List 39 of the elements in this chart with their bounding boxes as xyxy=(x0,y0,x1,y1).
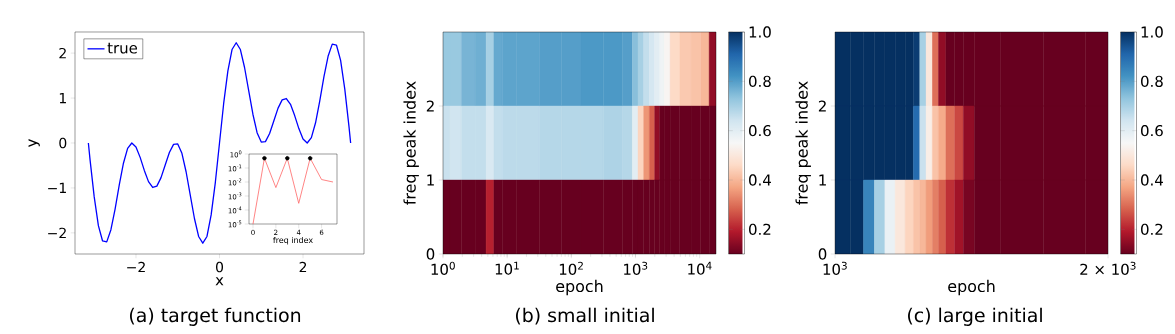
x-tick-label: 10$^{3}$ xyxy=(823,261,847,275)
y-tick-label: 1 xyxy=(427,174,434,186)
y-axis-title: freq peak index xyxy=(795,81,811,205)
y-axis-title: y xyxy=(28,139,40,147)
x-tick-label: 10$^{1}$ xyxy=(495,261,519,275)
y-tick-label: 1 xyxy=(59,92,66,104)
y-tick-label: 2 xyxy=(59,47,66,59)
x-tick-label: 10$^{2}$ xyxy=(559,261,583,275)
y-tick-label: 1 xyxy=(819,174,826,186)
color-bar-label: 0.4 xyxy=(1141,174,1163,186)
legend-label: true xyxy=(107,42,138,54)
text: (a) target function xyxy=(129,307,301,326)
color-bar-label: 0.6 xyxy=(1141,125,1163,137)
color-bar-label: 0.2 xyxy=(749,223,771,235)
x-axis-title: x xyxy=(215,277,224,286)
y-tick-label: −1 xyxy=(48,182,66,194)
y-tick-label: 2 xyxy=(426,100,434,112)
x-axis-title: epoch xyxy=(948,279,995,296)
color-bar-label: 0.8 xyxy=(749,75,771,87)
x-tick-label: 10$^{3}$ xyxy=(624,261,648,275)
text: (c) large initial xyxy=(908,307,1042,326)
x-tick-label: 0 xyxy=(215,261,224,273)
color-bar-label: 1.0 xyxy=(749,26,771,38)
y-tick-label: 0 xyxy=(426,248,435,260)
y-tick-label: 0 xyxy=(59,137,67,149)
y-tick-label: 2 xyxy=(818,100,826,112)
x-tick-label: 2 xyxy=(299,261,307,273)
color-bar-label: 0.8 xyxy=(1141,75,1163,87)
x-axis-title: epoch xyxy=(556,279,603,296)
x-tick-label: 10$^{4}$ xyxy=(688,261,712,275)
x-tick-label: 2 × 10$^{3}$ xyxy=(1080,261,1136,275)
color-bar-label: 1.0 xyxy=(1141,26,1163,38)
y-axis-title: freq peak index xyxy=(403,81,419,205)
color-bar-label: 0.2 xyxy=(1141,223,1163,235)
text: (b) small initial xyxy=(515,307,654,325)
color-bar-label: 0.6 xyxy=(749,125,771,137)
x-tick-label: −2 xyxy=(127,261,145,273)
color-bar-label: 0.4 xyxy=(749,174,771,186)
y-tick-label: 0 xyxy=(818,248,827,260)
